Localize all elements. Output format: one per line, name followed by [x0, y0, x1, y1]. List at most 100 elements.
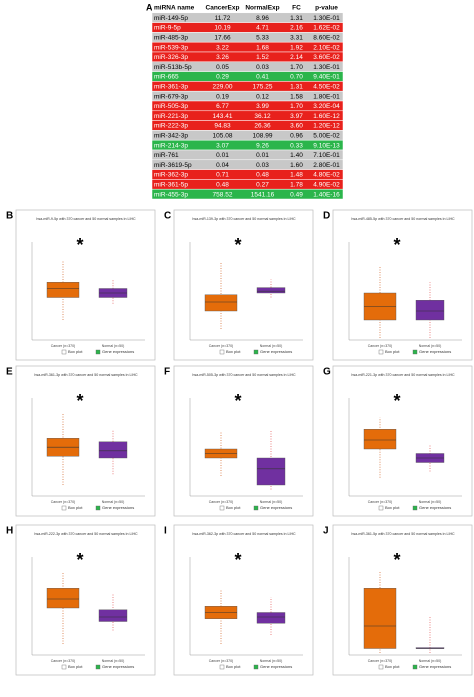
table-cell: 0.04 [216, 162, 229, 169]
panel-frame [332, 365, 473, 517]
table-cell: 2.10E-02 [313, 44, 340, 51]
table-cell: 0.29 [216, 74, 229, 81]
table-cell: miR-505-3p [154, 103, 188, 110]
group-label: Normal (n=50) [419, 344, 441, 348]
legend-label: Box plot [226, 349, 241, 354]
table-header: NormalExp [245, 5, 279, 12]
panel-frame [15, 365, 156, 517]
table-cell: 10.19 [214, 25, 231, 32]
legend-label: Gene expressions [419, 349, 451, 354]
table-cell: miR-362-3p [154, 172, 188, 179]
table-cell: 0.05 [216, 64, 229, 71]
legend-swatch [412, 664, 418, 670]
table-cell: 1.20E-12 [313, 123, 340, 130]
table-cell: 3.31 [290, 35, 303, 42]
panel-title: hsa-miR-361-5p with 370 cancer and 50 no… [351, 532, 455, 536]
table-cell: miR-222-3p [154, 123, 188, 130]
table-cell: miR-214-3p [154, 142, 188, 149]
table-cell: 5.00E-02 [313, 133, 340, 140]
legend-label: Box plot [68, 505, 83, 510]
significance: * [234, 550, 241, 570]
panel-label: B [6, 211, 13, 222]
panel-frame [173, 209, 314, 361]
table-cell: 1.60E-12 [313, 113, 340, 120]
table-cell: 3.07 [216, 142, 229, 149]
group-label: Normal (n=50) [102, 344, 124, 348]
table-cell: 1.78 [290, 182, 303, 189]
panel-label: H [6, 526, 13, 537]
table-cell: 4.50E-02 [313, 84, 340, 91]
panel-label: G [323, 367, 331, 378]
legend-label: Gene expressions [260, 505, 292, 510]
significance: * [76, 550, 83, 570]
significance: * [76, 391, 83, 411]
legend-label: Gene expressions [260, 349, 292, 354]
table-cell: miR-679-3p [154, 93, 188, 100]
panel-title: hsa-miR-221-3p with 370 cancer and 50 no… [351, 373, 455, 377]
table-cell: 1.30E-01 [313, 15, 340, 22]
panel-title: hsa-miR-361-3p with 370 cancer and 50 no… [34, 373, 138, 377]
table-cell: 0.48 [256, 172, 269, 179]
box [46, 282, 80, 298]
table-cell: miR-221-3p [154, 113, 188, 120]
panel-label: E [6, 367, 13, 378]
panel-title: hsa-miR-222-3p with 370 cancer and 50 no… [34, 532, 138, 536]
legend-swatch [253, 664, 259, 670]
legend-label: Gene expressions [419, 505, 451, 510]
legend-swatch [378, 664, 384, 670]
box [204, 294, 238, 312]
table-cell: 0.03 [256, 64, 269, 71]
group-label: Cancer (n=370) [51, 500, 75, 504]
table-cell: 1.70 [290, 103, 303, 110]
significance: * [393, 550, 400, 570]
table-cell: 1.40 [290, 152, 303, 159]
table-cell: miR-761 [154, 152, 179, 159]
legend-swatch [61, 349, 67, 355]
table-cell: 5.33 [256, 35, 269, 42]
significance: * [76, 235, 83, 255]
table-cell: 3.99 [256, 103, 269, 110]
table-cell: 7.10E-01 [313, 152, 340, 159]
legend-label: Box plot [68, 349, 83, 354]
legend-label: Box plot [385, 349, 400, 354]
group-label: Normal (n=50) [260, 500, 282, 504]
table-cell: 3.60 [290, 123, 303, 130]
table-cell: 1.80E-01 [313, 93, 340, 100]
panel-label: D [323, 211, 330, 222]
legend-swatch [412, 505, 418, 511]
group-label: Cancer (n=370) [209, 659, 233, 663]
table-cell: miR-539-3p [154, 44, 188, 51]
table-cell: 4.80E-02 [313, 172, 340, 179]
panel-frame [173, 524, 314, 676]
table-cell: miR-9-5p [154, 25, 181, 32]
table-cell: 0.49 [290, 191, 303, 198]
table-cell: 6.77 [216, 103, 229, 110]
table-cell: 1.60 [290, 162, 303, 169]
table-cell: 2.16 [290, 25, 303, 32]
panel-frame [332, 209, 473, 361]
table-header: miRNA name [154, 5, 195, 12]
panel-title: hsa-miR-485-5p with 370 cancer and 50 no… [351, 217, 455, 221]
table-cell: 3.60E-02 [313, 54, 340, 61]
box [363, 429, 397, 450]
group-label: Cancer (n=370) [368, 344, 392, 348]
table-cell: 3.20E-04 [313, 103, 340, 110]
table-cell: 94.83 [214, 123, 231, 130]
panel-label: I [164, 526, 167, 537]
table-cell: 1.31 [290, 15, 303, 22]
table-cell: 1.62E-02 [313, 25, 340, 32]
table-cell: 229.00 [213, 84, 233, 91]
table-cell: miR-455-3p [154, 191, 188, 198]
legend-label: Gene expressions [102, 664, 134, 669]
table-cell: 0.01 [256, 152, 269, 159]
box [256, 287, 286, 294]
table-cell: 0.48 [216, 182, 229, 189]
table-header: FC [292, 5, 301, 12]
table-cell: 1.52 [256, 54, 269, 61]
table-cell: 36.12 [254, 113, 271, 120]
significance: * [234, 391, 241, 411]
group-label: Cancer (n=370) [368, 500, 392, 504]
table-cell: miR-513b-5p [154, 64, 192, 71]
table-cell: 0.01 [216, 152, 229, 159]
